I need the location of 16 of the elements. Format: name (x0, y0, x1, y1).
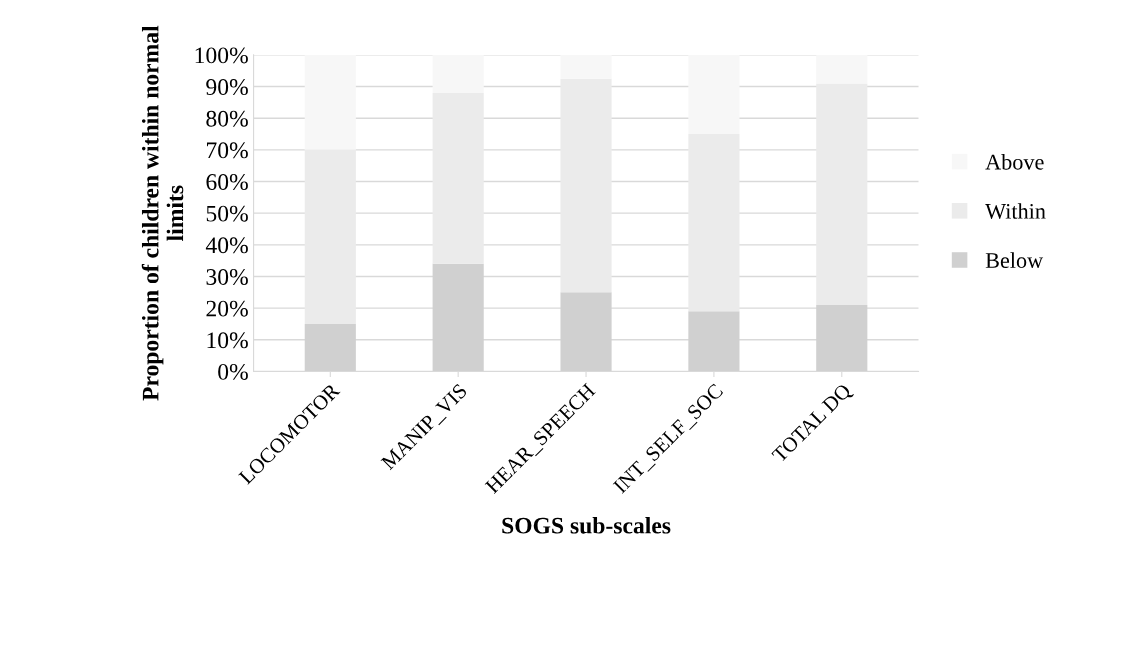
y-tick-label: 0% (218, 363, 248, 380)
y-tick-label: 30% (206, 268, 248, 285)
legend-label: Within (985, 203, 1046, 219)
x-axis-title: SOGS sub-scales (502, 516, 671, 534)
y-tick-label: 60% (206, 174, 248, 191)
y-tick-label: 10% (207, 332, 248, 349)
y-tick-label: 90% (206, 79, 248, 96)
y-tick-label: 100% (195, 47, 248, 64)
y-tick-label: 70% (206, 142, 248, 159)
legend-label: Below (985, 252, 1044, 268)
y-axis-title: Proportion of children within normal limits (141, 25, 184, 401)
y-tick-label: 20% (206, 300, 248, 317)
y-tick-label: 50% (206, 205, 248, 222)
y-tick-label: 80% (206, 110, 248, 127)
y-tick-label: 40% (205, 237, 248, 254)
legend-label: Above (985, 153, 1044, 170)
